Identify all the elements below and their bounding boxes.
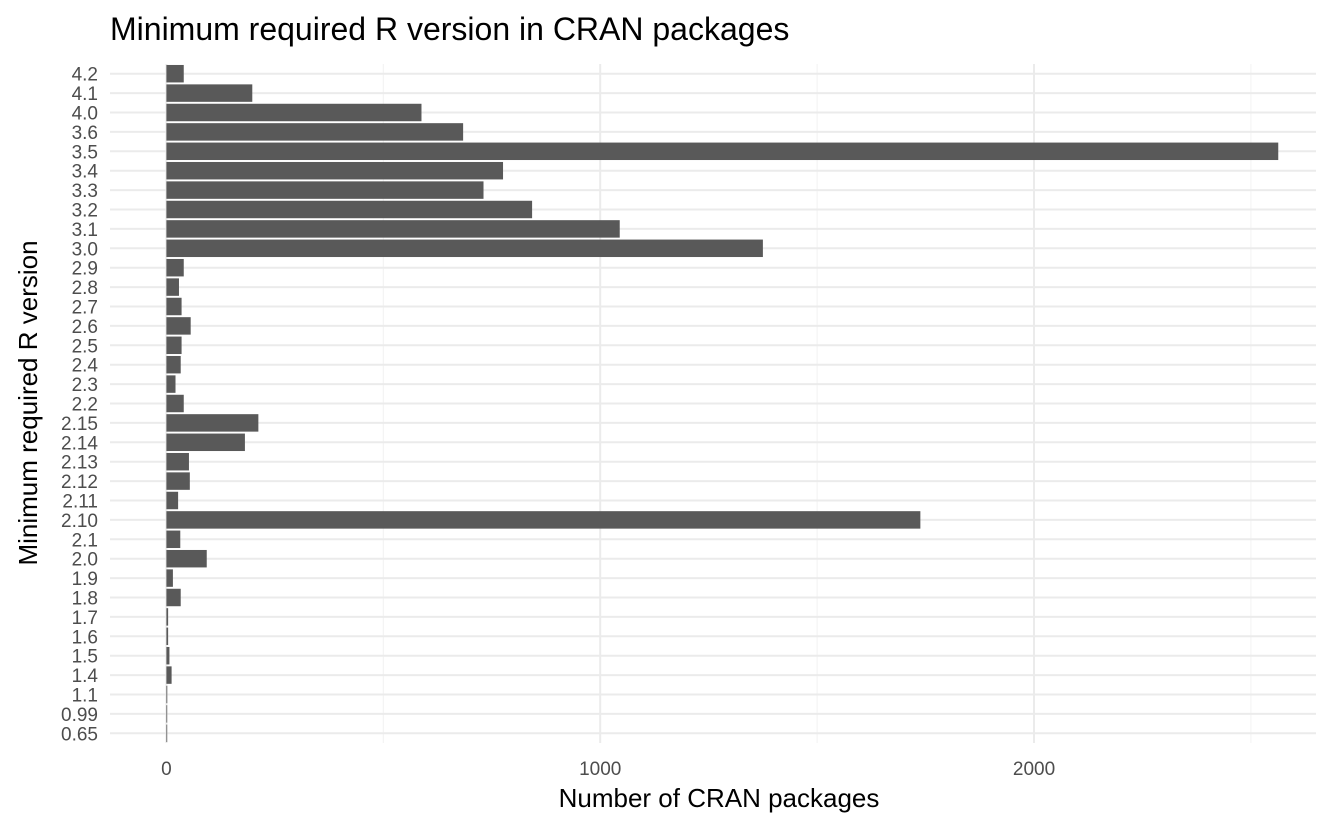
chart-title: Minimum required R version in CRAN packa…	[110, 11, 789, 47]
y-tick-label: 3.0	[72, 239, 98, 260]
bar-1.5	[166, 646, 170, 665]
y-tick-label: 3.6	[72, 123, 98, 144]
bar-0.99	[166, 705, 168, 723]
x-tick-label: 0	[161, 759, 172, 780]
y-axis-title: Minimum required R version	[13, 240, 43, 565]
bar-3.6	[166, 123, 464, 141]
bar-3.2	[166, 200, 533, 219]
bar-4.0	[166, 103, 422, 122]
bar-1.7	[166, 608, 169, 626]
y-tick-label: 1.4	[72, 666, 99, 687]
y-tick-label: 2.7	[72, 298, 98, 319]
bar-1.4	[166, 666, 172, 684]
bar-2.13	[166, 452, 189, 471]
bar-2.10	[166, 511, 921, 529]
y-tick-label: 2.12	[61, 472, 98, 493]
y-tick-label: 2.4	[72, 356, 99, 377]
y-tick-label: 2.15	[61, 414, 98, 435]
y-tick-label: 3.2	[72, 201, 98, 222]
y-tick-label: 2.14	[61, 433, 98, 454]
grid	[110, 64, 1316, 743]
bar-2.15	[166, 414, 259, 432]
y-tick-label: 0.99	[61, 705, 98, 726]
bar-2.14	[166, 433, 245, 452]
bar-3.0	[166, 239, 763, 258]
bar-2.11	[166, 491, 179, 510]
y-tick-label: 2.13	[61, 453, 98, 474]
bar-1.1	[166, 685, 168, 704]
y-tick-label: 3.1	[72, 220, 98, 241]
y-tick-label: 1.1	[72, 686, 98, 707]
bar-0.65	[166, 724, 168, 743]
x-tick-labels: 0 1000 2000	[161, 759, 1055, 780]
y-tick-label: 0.65	[61, 724, 98, 745]
y-tick-label: 2.8	[72, 278, 98, 299]
y-tick-label: 1.7	[72, 608, 98, 629]
x-axis-title: Number of CRAN packages	[559, 783, 880, 813]
bar-4.1	[166, 84, 253, 102]
y-tick-label: 2.3	[72, 375, 98, 396]
y-tick-label: 2.9	[72, 259, 98, 280]
bar-3.1	[166, 220, 620, 238]
bar-2.4	[166, 355, 181, 374]
x-tick-label: 2000	[1013, 759, 1055, 780]
y-tick-label: 2.10	[61, 511, 98, 532]
bar-2.9	[166, 258, 184, 277]
y-tick-label: 1.8	[72, 589, 98, 610]
bar-4.2	[166, 64, 184, 83]
bar-1.9	[166, 569, 173, 587]
bar-2.8	[166, 278, 179, 296]
y-tick-label: 3.4	[72, 162, 99, 183]
bar-3.5	[166, 142, 1279, 161]
y-tick-label: 4.2	[72, 65, 98, 86]
y-tick-label: 3.5	[72, 142, 98, 163]
y-tick-label: 2.2	[72, 395, 98, 416]
bar-1.6	[166, 627, 169, 646]
bar-2.3	[166, 375, 176, 393]
bar-3.3	[166, 181, 484, 199]
bar-2.0	[166, 549, 207, 568]
y-tick-label: 4.1	[72, 84, 98, 105]
y-tick-label: 3.3	[72, 181, 98, 202]
bar-2.6	[166, 317, 191, 335]
bar-2.7	[166, 297, 182, 316]
x-tick-label: 1000	[579, 759, 621, 780]
bar-2.1	[166, 530, 181, 549]
y-tick-label: 1.6	[72, 627, 98, 648]
bar-2.2	[166, 394, 184, 413]
y-tick-label: 2.5	[72, 336, 98, 357]
y-tick-label: 2.6	[72, 317, 98, 338]
y-tick-labels: 0.650.991.11.41.51.61.71.81.92.02.12.102…	[61, 65, 98, 746]
bar-2.5	[166, 336, 182, 355]
bars	[166, 64, 1279, 743]
y-tick-label: 4.0	[72, 104, 98, 125]
y-tick-label: 2.11	[62, 492, 98, 513]
bar-3.4	[166, 161, 504, 180]
bar-2.12	[166, 472, 190, 490]
y-tick-label: 1.5	[72, 647, 98, 668]
bar-1.8	[166, 588, 181, 607]
y-tick-label: 2.1	[72, 530, 98, 551]
y-tick-label: 2.0	[72, 550, 98, 571]
y-tick-label: 1.9	[72, 569, 98, 590]
